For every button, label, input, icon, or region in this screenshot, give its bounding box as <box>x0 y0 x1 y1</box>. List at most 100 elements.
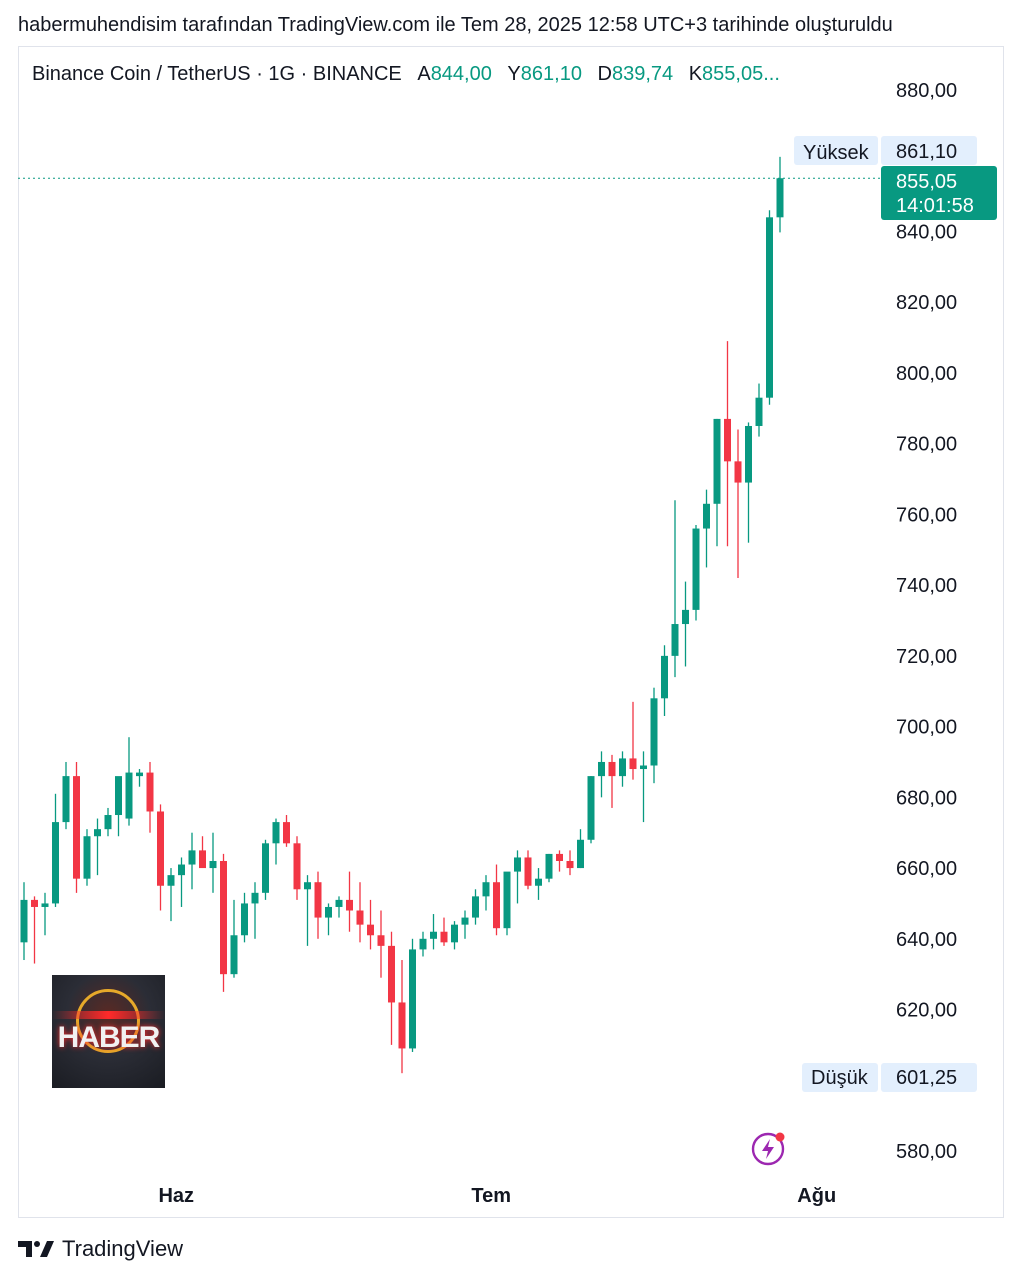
candle-body <box>598 761 605 777</box>
candle[interactable] <box>503 871 511 936</box>
candle[interactable] <box>220 853 227 992</box>
candle[interactable] <box>650 687 658 784</box>
candle[interactable] <box>619 751 626 787</box>
candle-body <box>230 935 238 975</box>
candle[interactable] <box>724 341 731 547</box>
low-tag-label: Düşük <box>811 1067 869 1089</box>
candle[interactable] <box>755 383 763 437</box>
candle[interactable] <box>62 761 70 830</box>
price-axis[interactable]: 880,00 840,00 820,00 800,00 780,00 760,00 740,… <box>896 80 957 1163</box>
candle[interactable] <box>367 899 374 950</box>
candle-body <box>199 850 206 869</box>
candle[interactable] <box>556 850 563 872</box>
candle-body <box>220 860 227 975</box>
candle[interactable] <box>608 754 616 808</box>
candle[interactable] <box>703 489 710 568</box>
candle[interactable] <box>398 960 406 1074</box>
candle[interactable] <box>304 875 311 946</box>
price-tick-label: 760,00 <box>896 504 957 526</box>
footer: TradingView <box>18 1236 183 1262</box>
tradingview-logo-icon[interactable] <box>18 1239 54 1259</box>
candle[interactable] <box>587 776 595 844</box>
candle[interactable] <box>136 769 143 787</box>
candle[interactable] <box>293 836 301 900</box>
candle-body <box>430 931 437 939</box>
candle[interactable] <box>409 938 416 1052</box>
symbol-legend[interactable]: Binance Coin / TetherUS · 1G · BINANCE A… <box>32 63 780 86</box>
candle[interactable] <box>419 931 427 957</box>
candle[interactable] <box>472 889 479 925</box>
candle[interactable] <box>629 701 637 780</box>
candle[interactable] <box>577 829 584 869</box>
candle[interactable] <box>199 836 206 869</box>
candle-body <box>125 772 133 819</box>
candle[interactable] <box>766 210 773 405</box>
candle[interactable] <box>661 645 668 716</box>
candle[interactable] <box>440 917 448 946</box>
candle[interactable] <box>188 832 196 890</box>
candle[interactable] <box>104 807 112 837</box>
candle[interactable] <box>314 871 322 939</box>
price-tick-label: 680,00 <box>896 787 957 809</box>
candle[interactable] <box>125 737 133 826</box>
candle[interactable] <box>73 761 80 893</box>
time-axis[interactable]: Haz Tem Ağu <box>158 1185 836 1207</box>
candle[interactable] <box>262 839 269 900</box>
candle[interactable] <box>272 818 280 865</box>
candle[interactable] <box>325 903 332 936</box>
candle[interactable] <box>146 761 154 833</box>
candle-body <box>94 829 101 837</box>
candle[interactable] <box>335 896 343 918</box>
candle[interactable] <box>734 429 742 579</box>
close-label: K <box>688 63 703 85</box>
candle[interactable] <box>31 896 38 964</box>
candle[interactable] <box>640 751 647 823</box>
candle[interactable] <box>430 914 437 950</box>
candle[interactable] <box>671 500 679 678</box>
candle[interactable] <box>514 850 521 904</box>
candle[interactable] <box>461 910 469 939</box>
candle[interactable] <box>41 892 49 936</box>
candle[interactable] <box>251 882 259 939</box>
candle[interactable] <box>209 832 217 893</box>
candle[interactable] <box>20 882 28 961</box>
candle[interactable] <box>346 871 353 932</box>
candle-body <box>41 903 49 907</box>
candle[interactable] <box>241 892 248 943</box>
candle[interactable] <box>535 868 542 900</box>
candle-body <box>157 811 164 886</box>
candle[interactable] <box>493 864 500 936</box>
candle[interactable] <box>524 850 532 890</box>
candle-body <box>283 822 290 844</box>
symbol-title[interactable]: Binance Coin / TetherUS · 1G · BINANCE <box>32 63 402 85</box>
footer-brand[interactable]: TradingView <box>62 1236 184 1261</box>
price-tick-label: 580,00 <box>896 1141 957 1163</box>
candle[interactable] <box>388 931 395 1045</box>
candle[interactable] <box>94 818 101 876</box>
candle[interactable] <box>83 829 91 886</box>
candle[interactable] <box>230 899 238 978</box>
candle[interactable] <box>598 751 605 798</box>
candle[interactable] <box>776 156 784 233</box>
candle[interactable] <box>115 776 122 837</box>
lightning-icon[interactable] <box>751 1130 787 1166</box>
candle[interactable] <box>692 525 700 621</box>
candle[interactable] <box>745 422 752 543</box>
candle[interactable] <box>482 875 490 911</box>
candle[interactable] <box>377 910 385 978</box>
candle[interactable] <box>167 868 175 922</box>
candle[interactable] <box>157 804 164 911</box>
candle[interactable] <box>713 418 721 547</box>
candle[interactable] <box>451 921 458 950</box>
candle[interactable] <box>178 857 185 907</box>
candle[interactable] <box>545 853 553 883</box>
candle[interactable] <box>356 882 364 943</box>
candle[interactable] <box>52 793 59 907</box>
candle[interactable] <box>682 581 689 667</box>
candle-body <box>755 397 763 426</box>
candle[interactable] <box>283 815 290 847</box>
candle[interactable] <box>566 850 574 876</box>
candle-body <box>503 871 511 929</box>
time-tick-label: Haz <box>158 1185 194 1207</box>
